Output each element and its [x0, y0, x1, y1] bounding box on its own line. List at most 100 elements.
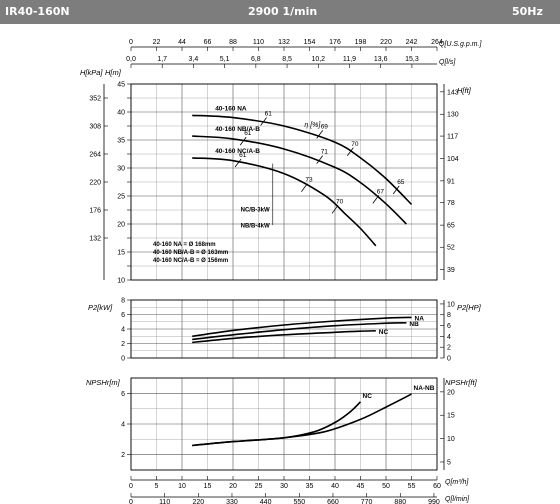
efficiency-value-label: 61	[244, 130, 252, 137]
frequency-label: 50Hz	[512, 5, 543, 18]
power-kw-tick-label: 8	[121, 298, 125, 305]
usgpm-tick-label: 110	[253, 39, 264, 46]
power-axis-label-hp: P2[HP]	[457, 303, 482, 312]
usgpm-tick-label: 0	[129, 39, 133, 46]
npsh-ft-tick-label: 20	[447, 389, 455, 396]
m3h-tick-label: 15	[204, 483, 212, 490]
npsh-series-label: NC	[363, 393, 373, 400]
kpa-tick-label: 132	[89, 236, 101, 243]
diameter-legend-entry: 40-160 NA = Ø 168mm	[153, 242, 216, 248]
usgpm-tick-label: 132	[278, 39, 290, 46]
lmin-tick-label: 220	[192, 499, 204, 504]
ls-tick-label: 1,7	[157, 56, 167, 63]
ft-tick-label: 39	[447, 267, 455, 274]
lmin-tick-label: 880	[394, 499, 406, 504]
power-series-label: NB	[409, 321, 419, 328]
ft-tick-label: 52	[447, 245, 455, 252]
usgpm-tick-label: 198	[355, 39, 367, 46]
y-tick-label: 45	[117, 82, 125, 89]
m3h-tick-label: 20	[229, 483, 237, 490]
efficiency-mark	[234, 158, 242, 168]
y-tick-label: 35	[117, 138, 125, 145]
y-tick-label: 20	[117, 222, 125, 229]
ls-axis-label: Q[l/s]	[439, 59, 456, 66]
head-curve-series	[192, 135, 407, 225]
npsh-m-tick-label: 2	[121, 452, 125, 459]
efficiency-value-label: 65	[397, 179, 405, 186]
head-curve-series	[192, 157, 377, 247]
usgpm-axis-label: Q[U.S.g.p.m.]	[439, 41, 482, 48]
hp-tick-label: 2	[447, 345, 451, 352]
ls-tick-label: 6,8	[251, 56, 261, 63]
power-kw-tick-label: 0	[121, 356, 125, 363]
lmin-tick-label: 660	[327, 499, 339, 504]
model-title: IR40-160N	[5, 5, 70, 18]
head-axis-label-ft: H[ft]	[457, 86, 472, 95]
m3h-tick-label: 50	[382, 483, 390, 490]
head-axis-label-m: H[m]	[105, 68, 122, 77]
hp-tick-label: 6	[447, 323, 451, 330]
y-tick-label: 10	[117, 278, 125, 285]
m3h-tick-label: 5	[155, 483, 159, 490]
y-tick-label: 30	[117, 166, 125, 173]
ls-tick-label: 13,6	[374, 56, 388, 63]
hp-tick-label: 0	[447, 356, 451, 363]
diameter-legend-entry: 40-160 NC/A-B = Ø 156mm	[153, 258, 228, 264]
kpa-tick-label: 308	[89, 124, 101, 131]
motor-annotation: NC/B-3kW	[241, 208, 270, 214]
efficiency-mark	[316, 155, 324, 164]
m3h-tick-label: 25	[255, 483, 263, 490]
kpa-tick-label: 264	[89, 152, 101, 159]
ft-tick-label: 117	[447, 134, 458, 141]
npsh-m-tick-label: 6	[121, 391, 125, 398]
power-axis-label-kw: P2[kW]	[88, 303, 113, 312]
y-tick-label: 25	[117, 194, 125, 201]
hp-tick-label: 4	[447, 334, 451, 341]
ls-tick-label: 11,9	[343, 56, 356, 63]
head-curve-series	[192, 114, 413, 205]
ls-tick-label: 5,1	[220, 56, 230, 63]
m3h-axis-label: Q[m³/h]	[445, 479, 469, 486]
hp-tick-label: 10	[447, 301, 455, 308]
m3h-tick-label: 45	[357, 483, 365, 490]
efficiency-mark	[331, 205, 339, 214]
usgpm-tick-label: 154	[304, 39, 316, 46]
head-axis-label-kpa: H[kPa]	[80, 68, 103, 77]
ft-tick-label: 78	[447, 200, 455, 207]
efficiency-mark	[392, 185, 400, 195]
head-plot-frame	[130, 83, 438, 281]
power-curve-series	[192, 330, 376, 344]
usgpm-tick-label: 44	[178, 39, 186, 46]
kpa-tick-label: 176	[89, 208, 101, 215]
efficiency-mark	[346, 147, 354, 156]
m3h-tick-label: 40	[331, 483, 339, 490]
m3h-tick-label: 60	[433, 483, 441, 490]
ls-tick-label: 10,2	[311, 56, 325, 63]
series-label: 40-160 NA	[215, 105, 247, 112]
hp-tick-label: 8	[447, 312, 451, 319]
npsh-ft-tick-label: 5	[447, 459, 451, 466]
usgpm-tick-label: 264	[431, 39, 443, 46]
npsh-axis-label-m: NPSHr[m]	[86, 378, 121, 387]
ft-tick-label: 65	[447, 223, 455, 230]
kpa-tick-label: 352	[89, 96, 101, 103]
diameter-legend-entry: 40-160 NB/A-B = Ø 163mm	[153, 250, 228, 256]
efficiency-value-label: 61	[239, 152, 247, 159]
lmin-tick-label: 440	[260, 499, 272, 504]
lmin-tick-label: 0	[129, 499, 133, 504]
lmin-tick-label: 990	[428, 499, 440, 504]
lmin-tick-label: 330	[226, 499, 238, 504]
lmin-tick-label: 770	[361, 499, 373, 504]
power-kw-tick-label: 4	[121, 327, 125, 334]
power-kw-tick-label: 6	[121, 312, 125, 319]
power-series-label: NC	[379, 329, 389, 336]
m3h-tick-label: 0	[129, 483, 133, 490]
npsh-plot-frame	[130, 377, 438, 471]
ls-tick-label: 8,5	[282, 56, 292, 63]
power-plot-frame	[130, 299, 438, 359]
ft-tick-label: 130	[447, 112, 459, 119]
power-kw-tick-label: 2	[121, 341, 125, 348]
efficiency-value-label: 67	[377, 188, 385, 195]
npsh-m-tick-label: 4	[121, 422, 125, 429]
efficiency-mark	[239, 136, 247, 146]
